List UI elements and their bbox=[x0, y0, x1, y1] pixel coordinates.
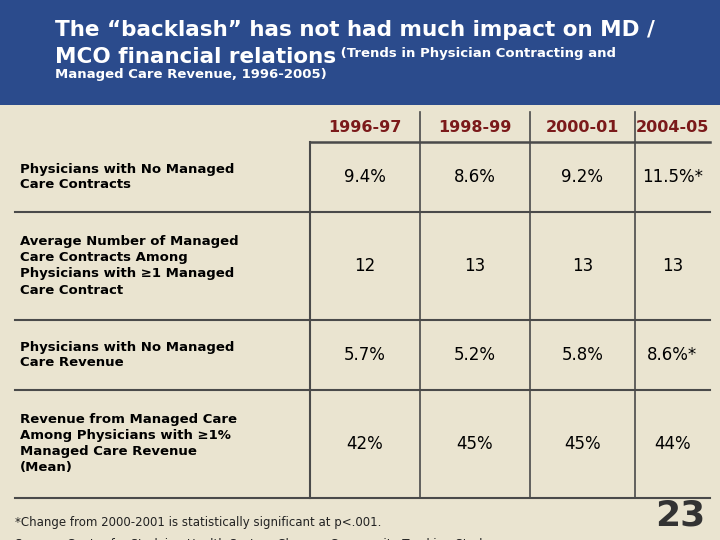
Text: MCO financial relations: MCO financial relations bbox=[55, 47, 336, 67]
Bar bbox=[0, 0, 720, 105]
Text: 5.8%: 5.8% bbox=[562, 346, 603, 364]
Text: 44%: 44% bbox=[654, 435, 690, 453]
Text: 1996-97: 1996-97 bbox=[328, 119, 402, 134]
Text: 5.7%: 5.7% bbox=[344, 346, 386, 364]
Text: 13: 13 bbox=[572, 257, 593, 275]
Text: 9.4%: 9.4% bbox=[344, 168, 386, 186]
Text: 2004-05: 2004-05 bbox=[636, 119, 709, 134]
Text: 45%: 45% bbox=[564, 435, 600, 453]
Text: The “backlash” has not had much impact on MD /: The “backlash” has not had much impact o… bbox=[55, 20, 655, 40]
Text: Physicians with No Managed
Care Contracts: Physicians with No Managed Care Contract… bbox=[20, 163, 235, 192]
Text: 13: 13 bbox=[662, 257, 683, 275]
Text: 13: 13 bbox=[464, 257, 485, 275]
Text: 23: 23 bbox=[654, 498, 705, 532]
Text: Source:  Center for Studying Health System Change, Community Tracking Study: Source: Center for Studying Health Syste… bbox=[15, 538, 490, 540]
Text: Managed Care Revenue, 1996-2005): Managed Care Revenue, 1996-2005) bbox=[55, 68, 327, 81]
Text: 42%: 42% bbox=[346, 435, 383, 453]
Text: 5.2%: 5.2% bbox=[454, 346, 496, 364]
Text: 8.6%: 8.6% bbox=[454, 168, 496, 186]
Text: (Trends in Physician Contracting and: (Trends in Physician Contracting and bbox=[336, 47, 616, 60]
Text: 12: 12 bbox=[354, 257, 376, 275]
Text: Average Number of Managed
Care Contracts Among
Physicians with ≥1 Managed
Care C: Average Number of Managed Care Contracts… bbox=[20, 235, 238, 296]
Text: 8.6%*: 8.6%* bbox=[647, 346, 698, 364]
Text: Revenue from Managed Care
Among Physicians with ≥1%
Managed Care Revenue
(Mean): Revenue from Managed Care Among Physicia… bbox=[20, 414, 237, 475]
Text: *Change from 2000-2001 is statistically significant at p<.001.: *Change from 2000-2001 is statistically … bbox=[15, 516, 382, 529]
Text: 11.5%*: 11.5%* bbox=[642, 168, 703, 186]
Text: 9.2%: 9.2% bbox=[562, 168, 603, 186]
Text: Physicians with No Managed
Care Revenue: Physicians with No Managed Care Revenue bbox=[20, 341, 235, 369]
Text: 45%: 45% bbox=[456, 435, 493, 453]
Text: 2000-01: 2000-01 bbox=[546, 119, 619, 134]
Text: 1998-99: 1998-99 bbox=[438, 119, 512, 134]
